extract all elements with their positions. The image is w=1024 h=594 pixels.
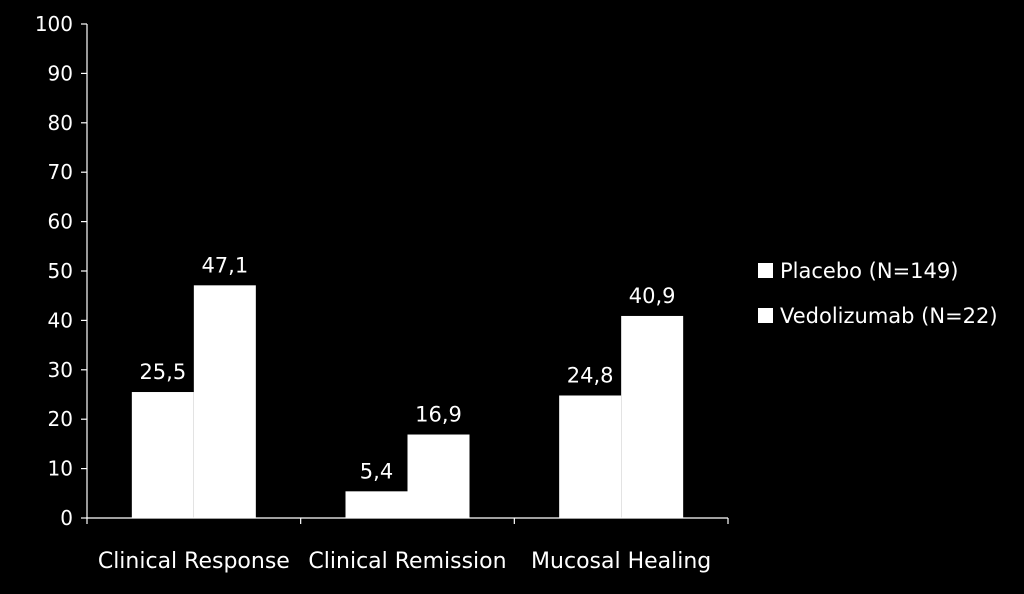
data-labels-group: 25,5 5,4 24,8 47,1 16,9 40,9 — [139, 253, 675, 483]
y-axis: 0 10 20 30 40 50 60 70 80 90 100 — [35, 12, 88, 530]
data-label: 40,9 — [629, 284, 676, 308]
x-category-label: Clinical Response — [98, 549, 290, 574]
y-tick-label: 70 — [48, 160, 73, 184]
data-label: 5,4 — [360, 459, 393, 483]
y-tick-label: 100 — [35, 12, 73, 36]
legend-label: Placebo (N=149) — [780, 259, 958, 283]
y-tick-label: 10 — [48, 457, 73, 481]
y-tick-label: 80 — [48, 111, 73, 135]
legend-swatch — [758, 263, 773, 278]
y-tick-label: 50 — [48, 259, 73, 283]
bar-vedolizumab — [193, 285, 256, 518]
x-category-label: Mucosal Healing — [531, 549, 711, 574]
legend-swatch — [758, 308, 773, 323]
y-tick-label: 0 — [60, 506, 73, 530]
legend-label: Vedolizumab (N=22) — [780, 304, 998, 328]
data-label: 47,1 — [201, 253, 248, 277]
legend: Placebo (N=149) Vedolizumab (N=22) — [758, 259, 998, 328]
bars-group — [131, 285, 684, 518]
data-label: 25,5 — [139, 360, 186, 384]
y-tick-label: 20 — [48, 407, 73, 431]
y-tick-label: 40 — [48, 308, 73, 332]
data-label: 24,8 — [567, 363, 614, 387]
data-label: 16,9 — [415, 403, 462, 427]
y-tick-label: 90 — [48, 61, 73, 85]
bar-placebo — [131, 392, 194, 518]
y-tick-label: 60 — [48, 210, 73, 234]
bar-placebo — [559, 395, 622, 518]
x-axis: Clinical Response Clinical Remission Mucos… — [86, 517, 729, 574]
x-category-label: Clinical Remission — [308, 549, 506, 574]
bar-placebo — [345, 491, 408, 518]
y-tick-label: 30 — [48, 358, 73, 382]
bar-vedolizumab — [621, 315, 684, 518]
bar-vedolizumab — [407, 434, 470, 518]
